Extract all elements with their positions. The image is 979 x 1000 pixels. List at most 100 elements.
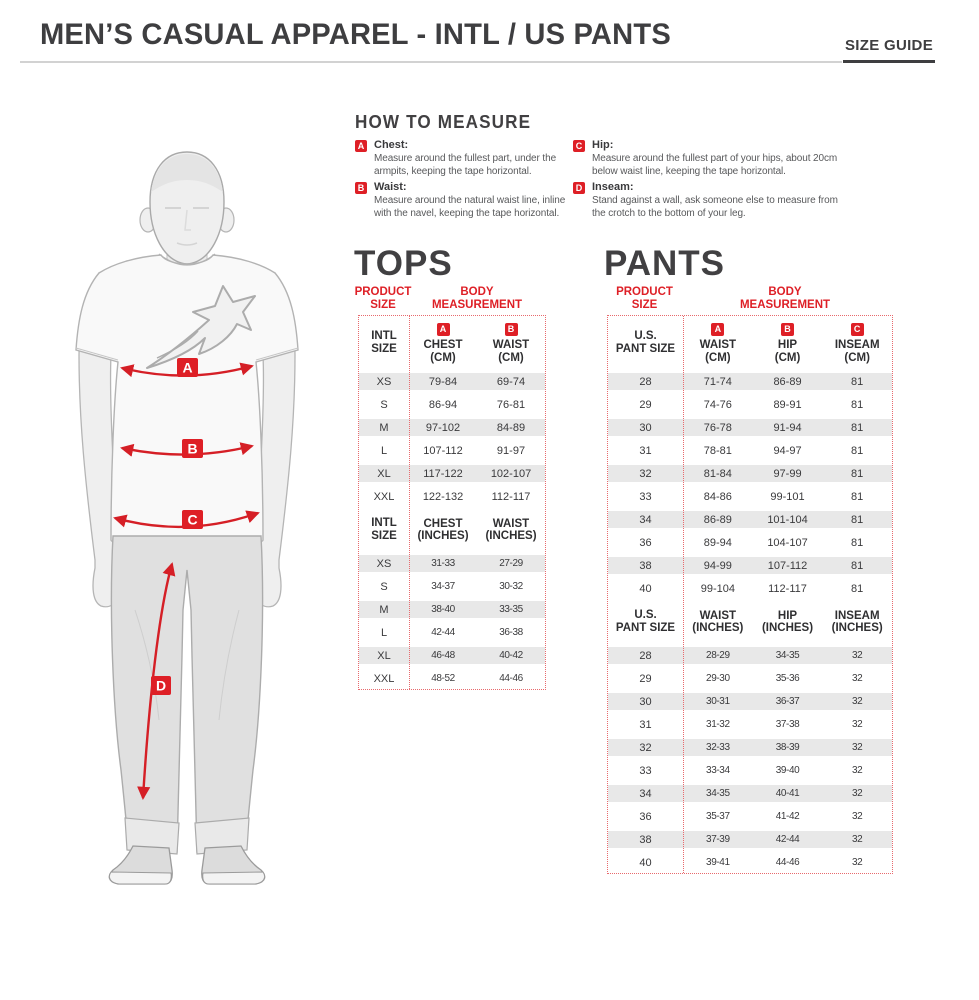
column-label: INSEAM (CM) (834, 339, 880, 364)
measure-label: Inseam: (592, 181, 634, 193)
size-cell: L (380, 444, 388, 457)
size-cell: 29 (639, 398, 652, 411)
pants-cm-rows: 28 71-74 86-89 81 29 74-76 89-91 81 30 7… (608, 370, 892, 600)
value-cell: 86-89 (703, 513, 732, 526)
marker-d-badge: D (151, 676, 171, 695)
measurement-column-header: A CHEST (CM) (409, 316, 477, 370)
value-cell: 31-33 (431, 558, 455, 569)
measure-description: Measure around the natural waist line, i… (374, 195, 566, 219)
value-cell: 32 (852, 719, 863, 730)
size-guide-tab[interactable]: SIZE GUIDE (844, 37, 933, 54)
value-cell: 37-39 (706, 834, 730, 845)
tops-inches-header: INTL SIZE CHEST (INCHES) WAIST (INCHES) (359, 508, 545, 552)
value-cell: 33-34 (706, 765, 730, 776)
table-row: M 38-40 33-35 (359, 598, 545, 621)
value-cell: 32 (852, 811, 863, 822)
value-cell: 34-37 (431, 581, 455, 592)
measurement-column-header: WAIST (INCHES) (683, 600, 753, 644)
column-label: CHEST (CM) (423, 339, 463, 364)
column-letter-badge: A (711, 323, 725, 336)
title-divider (20, 61, 842, 63)
figure-shoes (108, 845, 266, 885)
value-cell: 36-37 (775, 696, 800, 707)
column-label: WAIST (CM) (699, 339, 737, 364)
table-row: 28 28-29 34-35 32 (608, 644, 892, 667)
table-row: 38 94-99 107-112 81 (608, 554, 892, 577)
value-cell: 81 (851, 444, 864, 457)
size-cell: M (379, 603, 389, 616)
value-cell: 94-99 (703, 559, 732, 572)
table-row: 32 81-84 97-99 81 (608, 462, 892, 485)
measure-instruction: A Chest: Measure around the fullest part… (355, 139, 573, 178)
value-cell: 81 (851, 375, 864, 388)
marker-c-badge: C (182, 510, 203, 529)
measure-letter-badge: C (573, 140, 585, 152)
value-cell: 81 (851, 398, 864, 411)
measure-label: Hip: (592, 139, 614, 151)
value-cell: 34-35 (706, 788, 730, 799)
value-cell: 36-38 (499, 627, 523, 638)
size-cell: 34 (639, 787, 652, 800)
value-cell: 32-33 (706, 742, 730, 753)
value-cell: 28-29 (706, 650, 730, 661)
column-letter-badge: C (850, 323, 864, 336)
size-cell: 30 (639, 421, 652, 434)
table-row: 36 89-94 104-107 81 (608, 531, 892, 554)
male-figure-illustration: A B C D (75, 151, 299, 885)
value-cell: 101-104 (767, 513, 808, 526)
value-cell: 41-42 (775, 811, 800, 822)
measurement-column-header: CHEST (INCHES) (409, 508, 477, 552)
column-label: CHEST (INCHES) (417, 517, 469, 543)
table-row: L 42-44 36-38 (359, 621, 545, 644)
value-cell: 32 (852, 834, 863, 845)
marker-b-badge: B (182, 439, 203, 458)
measure-letter-badge: A (355, 140, 367, 152)
value-cell: 40-42 (499, 650, 523, 661)
tops-cm-rows: XS 79-84 69-74 S 86-94 76-81 M 97-102 84… (359, 370, 545, 508)
measurement-column-header: B WAIST (CM) (477, 316, 545, 370)
value-cell: 38-39 (775, 742, 800, 753)
value-cell: 79-84 (428, 375, 458, 388)
tops-product-size-label: PRODUCT SIZE (354, 286, 412, 311)
value-cell: 91-97 (496, 444, 526, 457)
measure-instruction: D Inseam: Stand against a wall, ask some… (573, 181, 893, 220)
value-cell: 86-89 (773, 375, 802, 388)
size-cell: 28 (639, 649, 652, 662)
size-cell: S (380, 398, 388, 411)
size-column-header: INTL SIZE (371, 517, 397, 542)
value-cell: 99-104 (700, 582, 735, 595)
size-cell: 31 (639, 718, 652, 731)
value-cell: 112-117 (491, 490, 531, 503)
value-cell: 76-78 (703, 421, 732, 434)
value-cell: 34-35 (775, 650, 800, 661)
value-cell: 42-44 (431, 627, 455, 638)
table-row: XS 79-84 69-74 (359, 370, 545, 393)
table-row: 32 32-33 38-39 32 (608, 736, 892, 759)
value-cell: 102-107 (490, 467, 532, 480)
tops-cm-header: INTL SIZE A CHEST (CM) B WAIST (CM) (359, 316, 545, 370)
value-cell: 30-32 (499, 581, 523, 592)
size-column-header: U.S. PANT SIZE (615, 330, 676, 355)
table-row: 40 99-104 112-117 81 (608, 577, 892, 600)
value-cell: 81 (851, 559, 864, 572)
measure-instruction: B Waist: Measure around the natural wais… (355, 181, 573, 220)
measure-letter-badge: B (355, 182, 367, 194)
pants-inches-rows: 28 28-29 34-35 32 29 29-30 35-36 32 30 3… (608, 644, 892, 874)
tops-body-measurement-label: BODY MEASUREMENT (431, 286, 523, 311)
measure-description: Measure around the fullest part of your … (592, 153, 838, 177)
value-cell: 32 (852, 742, 863, 753)
tops-heading: TOPS (354, 244, 453, 283)
size-cell: 33 (639, 490, 652, 503)
table-row: S 86-94 76-81 (359, 393, 545, 416)
table-row: M 97-102 84-89 (359, 416, 545, 439)
value-cell: 39-40 (775, 765, 800, 776)
table-row: 40 39-41 44-46 32 (608, 851, 892, 874)
value-cell: 37-38 (775, 719, 800, 730)
table-row: XS 31-33 27-29 (359, 552, 545, 575)
pants-product-size-label: PRODUCT SIZE (616, 286, 673, 311)
value-cell: 86-94 (428, 398, 458, 411)
table-row: 31 31-32 37-38 32 (608, 713, 892, 736)
size-cell: 36 (639, 810, 652, 823)
value-cell: 81 (851, 467, 864, 480)
value-cell: 29-30 (706, 673, 730, 684)
